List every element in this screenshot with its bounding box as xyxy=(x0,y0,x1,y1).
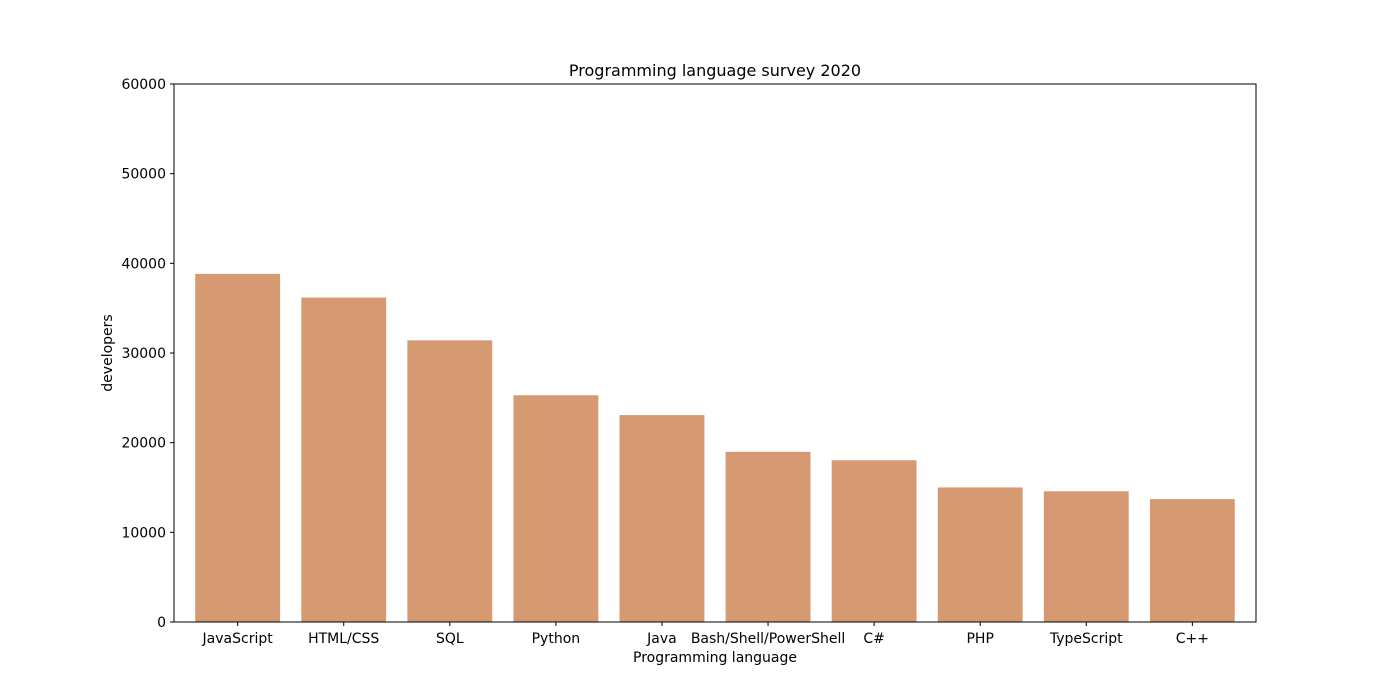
bar xyxy=(407,340,493,622)
y-tick-label: 40000 xyxy=(121,256,166,272)
x-tick-label: C++ xyxy=(1176,631,1209,647)
bar xyxy=(725,451,811,622)
bar xyxy=(195,273,281,622)
bar xyxy=(1149,499,1235,622)
x-tick-label: JavaScript xyxy=(202,631,274,647)
bar xyxy=(831,460,917,622)
x-tick-label: SQL xyxy=(436,631,464,647)
y-axis-ticks: 0 10000 20000 30000 40000 50000 60000 xyxy=(121,77,174,631)
y-axis-label: developers xyxy=(100,314,116,391)
y-tick-label: 0 xyxy=(157,615,166,631)
x-tick-label: PHP xyxy=(966,631,993,647)
x-tick-label: Python xyxy=(532,631,581,647)
x-tick-label: Java xyxy=(646,631,677,647)
x-tick-label: Bash/Shell/PowerShell xyxy=(691,631,845,647)
y-tick-label: 60000 xyxy=(121,77,166,93)
bar xyxy=(937,487,1023,622)
bars-group xyxy=(195,273,1235,622)
y-tick-label: 10000 xyxy=(121,525,166,541)
y-tick-label: 20000 xyxy=(121,436,166,452)
y-tick-label: 50000 xyxy=(121,167,166,183)
y-tick-label: 30000 xyxy=(121,346,166,362)
x-tick-label: HTML/CSS xyxy=(308,631,379,647)
bar xyxy=(1043,491,1129,622)
x-axis-label: Programming language xyxy=(633,650,797,666)
bar xyxy=(301,297,387,622)
x-axis-ticks: JavaScript HTML/CSS SQL Python Java Bash/Shel… xyxy=(202,622,1209,647)
bar xyxy=(513,395,599,622)
chart-title: Programming language survey 2020 xyxy=(569,61,861,80)
bar xyxy=(619,415,705,622)
plot-frame xyxy=(173,83,1257,623)
x-tick-label: TypeScript xyxy=(1049,631,1123,647)
x-tick-label: C# xyxy=(863,631,885,647)
